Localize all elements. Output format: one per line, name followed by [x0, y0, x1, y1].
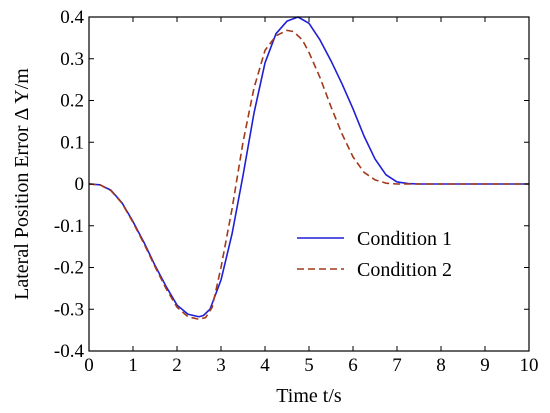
x-tick-label: 2 — [172, 355, 182, 376]
x-tick-label: 3 — [216, 355, 226, 376]
x-tick-label: 9 — [480, 355, 490, 376]
ticks-layer: 0 1 2 3 4 5 6 7 8 9 10 -0.4 -0.3 -0.2 -0.1 0 0.1 0.2 0.3 0.… — [54, 7, 539, 376]
y-tick-label: -0.1 — [54, 216, 84, 237]
x-tick-label: 1 — [128, 355, 138, 376]
legend-label-condition-2: Condition 2 — [357, 259, 452, 281]
x-tick-label: 8 — [436, 355, 446, 376]
y-tick-label: 0 — [75, 174, 85, 195]
y-tick-label: -0.3 — [54, 299, 84, 320]
series-line-condition-1 — [88, 16, 529, 318]
y-tick-label: -0.2 — [54, 258, 84, 279]
y-tick-label: -0.4 — [54, 341, 85, 362]
x-tick-label: 0 — [84, 355, 94, 376]
x-tick-label: 4 — [260, 355, 270, 376]
legend: Condition 1 Condition 2 — [297, 228, 452, 281]
x-axis-title: Time t/s — [276, 385, 342, 407]
y-tick-label: 0.1 — [60, 132, 84, 153]
y-tick-label: 0.2 — [60, 91, 84, 112]
y-axis-title: Lateral Position Error Δ Y/m — [11, 68, 33, 300]
series-layer — [88, 16, 529, 321]
series-line-condition-2 — [88, 29, 529, 321]
x-tick-label: 6 — [348, 355, 358, 376]
x-tick-label: 7 — [392, 355, 402, 376]
x-tick-label: 10 — [520, 355, 539, 376]
y-tick-label: 0.3 — [60, 49, 84, 70]
y-tick-label: 0.4 — [60, 7, 84, 28]
legend-label-condition-1: Condition 1 — [357, 228, 452, 250]
x-tick-label: 5 — [304, 355, 314, 376]
